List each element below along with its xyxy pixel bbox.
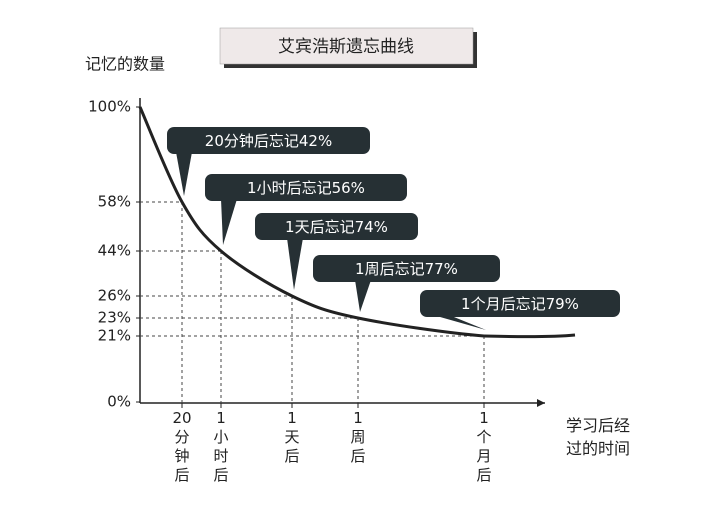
callout-box [167,127,370,154]
annotation: 1周后忘记77% [355,260,458,278]
callout-pointer [433,315,486,330]
chart-title: 艾宾浩斯遗忘曲线 [278,37,414,57]
callout-box [205,174,407,201]
title-box [219,27,474,65]
y-tick-label: 0% [107,393,131,411]
callout-pointer [287,238,303,290]
callout-pointer [221,199,237,245]
annotation: 20分钟后忘记42% [205,132,332,150]
line-series [138,106,485,338]
x-axis-label: 学习后经过的时间 [566,416,630,458]
x-tick-label: 1 天后 [284,409,299,465]
x-tick-label: 1 小时后 [213,409,228,484]
y-axis-label: 记忆的数量 [85,55,165,74]
annotation: 1天后忘记74% [285,218,388,236]
y-tick-label: 26% [98,287,131,305]
x-tick-label: 20 分钟后 [172,409,191,484]
x-tick-label: 1 个月后 [476,409,491,484]
y-tick-label: 21% [98,327,131,345]
annotation: 1小时后忘记56% [247,179,365,197]
annotation: 1个月后忘记79% [461,295,579,313]
x-tick-label: 1 周后 [350,409,365,465]
callout-box [255,213,418,240]
callout-box [313,255,500,282]
curve-tail [483,333,576,339]
x-axis-arrow [537,399,545,407]
y-tick-label: 58% [98,193,131,211]
callout-pointer [176,152,192,196]
y-tick-label: 23% [98,309,131,327]
y-tick-label: 44% [98,242,131,260]
callout-pointer [355,280,371,312]
callout-box [420,290,620,317]
y-tick-label: 100% [88,98,131,116]
